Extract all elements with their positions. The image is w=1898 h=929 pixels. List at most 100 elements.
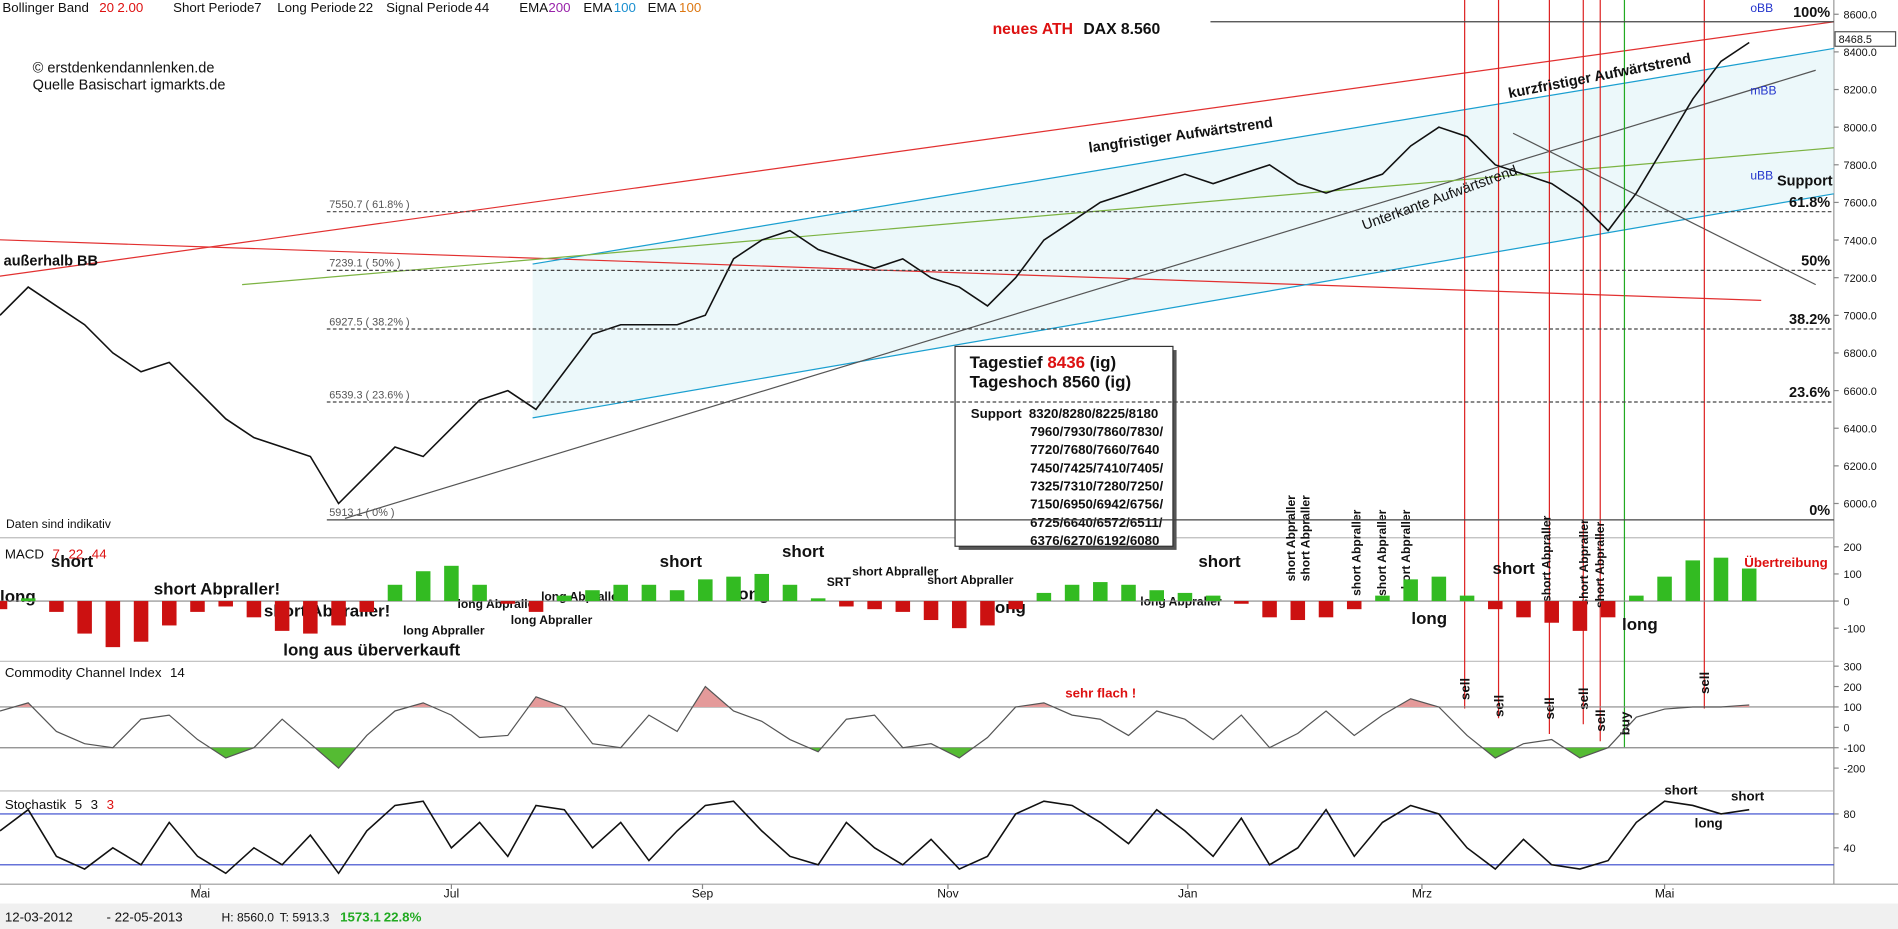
histogram-bar bbox=[1234, 601, 1249, 604]
annotation: sell bbox=[1542, 697, 1557, 719]
series-line bbox=[0, 800, 1750, 875]
annotation: short Abpraller bbox=[1375, 509, 1389, 596]
last-price-box bbox=[1834, 31, 1897, 47]
support-lines: 8320/8280/8225/8180 7960/7930/7860/7830/7… bbox=[1029, 406, 1164, 548]
histogram-bar bbox=[895, 601, 911, 612]
indicator-legend: Bollinger Band 20 2.00 Short Periode 7 L… bbox=[2, 0, 701, 15]
annotation: Daten sind indikativ bbox=[6, 517, 111, 531]
histogram-bar bbox=[669, 590, 685, 602]
support-line: 7150/6950/6942/6756/ bbox=[1030, 497, 1163, 512]
histogram-bar bbox=[980, 601, 995, 626]
legend-label: EMA bbox=[648, 0, 677, 15]
histogram-bar bbox=[1600, 601, 1616, 618]
y-tick-label: 0 bbox=[1844, 723, 1850, 735]
y-tick-label: 6600.0 bbox=[1844, 386, 1877, 398]
panel-title: Commodity Channel Index bbox=[5, 665, 162, 680]
panel-param: 14 bbox=[170, 665, 185, 680]
histogram-bar bbox=[246, 601, 262, 618]
annotation: sell bbox=[1458, 678, 1473, 700]
footer-text: T: 5913.3 bbox=[280, 911, 330, 925]
y-tick-label: 6000.0 bbox=[1844, 499, 1877, 511]
histogram-bar bbox=[698, 579, 713, 602]
support-line: 8320/8280/8225/8180 bbox=[1029, 406, 1158, 421]
histogram-bar bbox=[1713, 557, 1729, 602]
annotation: short Abpraller bbox=[852, 564, 939, 578]
annotation: sell bbox=[1491, 695, 1506, 717]
annotation: © erstdenkendannlenken.de bbox=[33, 61, 215, 77]
y-tick-label: 80 bbox=[1844, 809, 1856, 821]
annotation: short Abpraller bbox=[1593, 521, 1607, 608]
histogram-bar bbox=[1036, 592, 1052, 602]
legend-param: 20 bbox=[99, 0, 114, 15]
trend-line bbox=[344, 69, 1816, 519]
fib-label: 6539.3 ( 23.6% ) bbox=[329, 389, 409, 401]
histogram-bar bbox=[1431, 576, 1447, 602]
stoch-title: Stochastik 5 3 3 bbox=[5, 797, 114, 812]
y-tick-label: 0 bbox=[1844, 596, 1850, 608]
cci-title: Commodity Channel Index 14 bbox=[5, 665, 185, 680]
annotation: short Abpraller! bbox=[154, 580, 280, 599]
histogram-bar bbox=[133, 601, 149, 642]
annotation: long bbox=[1695, 815, 1723, 830]
annotation: long Abpraller bbox=[403, 624, 485, 638]
histogram-bar bbox=[190, 601, 205, 612]
series-line bbox=[0, 41, 1750, 505]
histogram-bar bbox=[1741, 568, 1757, 602]
histogram-bar bbox=[1685, 560, 1701, 602]
fib-label: 7550.7 ( 61.8% ) bbox=[329, 199, 409, 211]
annotation: buy bbox=[1617, 711, 1632, 735]
annotation: short bbox=[51, 552, 94, 571]
annotation: SRT bbox=[827, 575, 852, 589]
histogram-bar bbox=[867, 601, 882, 610]
fib-label: 5913.1 ( 0% ) bbox=[329, 507, 394, 519]
histogram-bar bbox=[1093, 582, 1108, 602]
macd-title: MACD 7 22 44 bbox=[5, 546, 107, 561]
panel-param: 3 bbox=[91, 797, 98, 812]
y-tick-label: 200 bbox=[1844, 682, 1862, 694]
histogram-bar bbox=[303, 601, 318, 634]
annotation: short bbox=[1664, 783, 1698, 798]
annotation: short Abpraller bbox=[1540, 515, 1554, 602]
histogram-bar bbox=[1572, 601, 1588, 631]
annotation: neues ATH bbox=[993, 21, 1073, 38]
fib-right-label: 23.6% bbox=[1789, 385, 1830, 401]
panel-param: 44 bbox=[92, 546, 107, 561]
support-line: 6376/6270/6192/6080 bbox=[1030, 533, 1159, 548]
support-line: 6725/6640/6572/6511/ bbox=[1030, 515, 1163, 530]
legend-param: 22 bbox=[358, 0, 373, 15]
x-tick-label: Jul bbox=[444, 887, 459, 901]
histogram-bar bbox=[1008, 601, 1023, 610]
annotation: short bbox=[660, 552, 703, 571]
support-line: 7325/7310/7280/7250/ bbox=[1030, 479, 1163, 494]
annotation: short Abpraller bbox=[1350, 509, 1364, 596]
legend-param: 100 bbox=[614, 0, 636, 15]
info-text: (ig) bbox=[1090, 353, 1116, 372]
support-line: 7960/7930/7860/7830/ bbox=[1030, 424, 1163, 439]
info-box bbox=[954, 345, 1174, 547]
annotation: sell bbox=[1576, 688, 1591, 710]
legend-label: Short Periode bbox=[173, 0, 254, 15]
histogram-bar bbox=[641, 584, 657, 602]
fib-label: 7239.1 ( 50% ) bbox=[329, 258, 400, 270]
oversold-fill bbox=[210, 747, 1608, 769]
annotation: long Abpraller bbox=[458, 597, 540, 611]
panel-param: 22 bbox=[68, 546, 83, 561]
y-tick-label: 7800.0 bbox=[1844, 160, 1877, 172]
histogram-bar bbox=[1262, 601, 1277, 618]
legend-param: 200 bbox=[548, 0, 570, 15]
annotation: short bbox=[782, 542, 825, 561]
y-tick-label: 40 bbox=[1844, 843, 1856, 855]
panel-param: 3 bbox=[107, 797, 114, 812]
legend-param: 7 bbox=[254, 0, 261, 15]
fib-right-label: 100% bbox=[1793, 5, 1830, 21]
fib-right-label: 50% bbox=[1801, 253, 1830, 269]
series-line bbox=[0, 685, 1750, 770]
annotation: mBB bbox=[1750, 83, 1776, 97]
x-tick-label: Mrz bbox=[1412, 887, 1432, 901]
histogram-bar bbox=[1177, 592, 1193, 602]
legend-label: EMA bbox=[583, 0, 612, 15]
histogram-bar bbox=[218, 601, 233, 607]
annotation: short bbox=[1492, 559, 1535, 578]
histogram-bar bbox=[359, 601, 375, 612]
